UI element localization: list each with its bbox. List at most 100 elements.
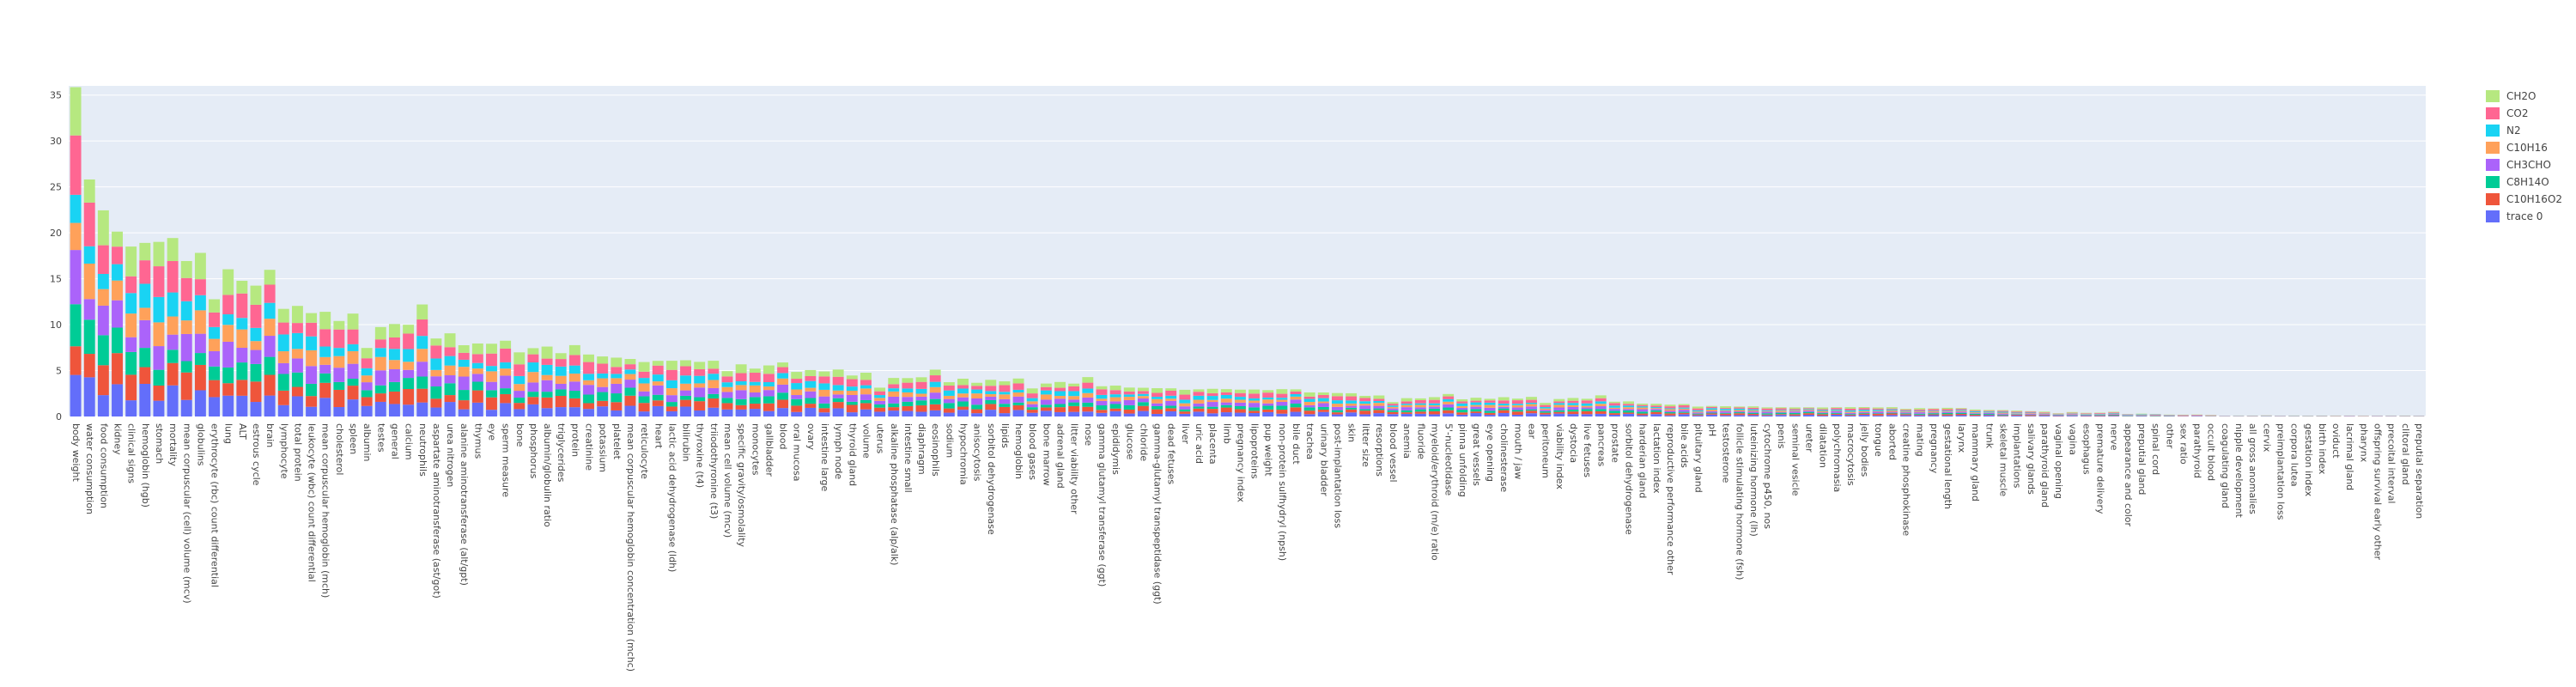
bar-segment: [194, 364, 206, 391]
bar-segment: [1498, 405, 1510, 407]
bar-segment: [500, 375, 512, 389]
bar-segment: [1928, 414, 1940, 416]
bar-segment: [1775, 410, 1787, 412]
x-tick-label: stomach: [154, 423, 165, 464]
x-tick-label: mortality: [167, 423, 179, 466]
bar-segment: [347, 379, 359, 386]
bar-segment: [1040, 390, 1052, 395]
bar-segment: [1040, 399, 1052, 405]
bar-segment: [1941, 409, 1953, 411]
bar-segment: [1983, 412, 1995, 414]
bar-segment: [2052, 413, 2064, 415]
bar-segment: [333, 381, 345, 390]
x-tick-label: kidney: [112, 423, 124, 455]
bar-segment: [1220, 402, 1232, 405]
bar-segment: [1581, 409, 1593, 411]
bar-segment: [347, 329, 359, 344]
bar-segment: [167, 292, 179, 317]
legend[interactable]: CH2O CO2 N2 C10H16 CH3CHO C8H14O C10H16O2 trace…: [2486, 90, 2562, 222]
bar-segment: [194, 333, 206, 354]
bar-segment: [1137, 391, 1149, 394]
bar-segment: [749, 373, 761, 382]
bar-segment: [347, 313, 359, 330]
bar-segment: [347, 399, 359, 416]
bar-segment: [1456, 414, 1468, 416]
bar-segment: [527, 354, 539, 363]
x-tick-label: ureter: [1803, 423, 1814, 453]
bar-segment: [749, 385, 761, 393]
legend-label[interactable]: N2: [2506, 125, 2521, 137]
y-tick-label: 35: [50, 90, 62, 101]
bar-segment: [568, 374, 580, 382]
bar-segment: [1470, 402, 1482, 405]
legend-label[interactable]: CH2O: [2506, 90, 2536, 102]
bar-segment: [583, 394, 594, 404]
bar-segment: [971, 386, 983, 390]
bar-segment: [180, 399, 192, 416]
bar-segment: [777, 367, 789, 374]
bar-segment: [999, 385, 1011, 392]
bar-segment: [665, 388, 677, 396]
bar-segment: [1941, 410, 1953, 412]
legend-swatch[interactable]: [2486, 159, 2500, 171]
legend-label[interactable]: CO2: [2506, 107, 2528, 119]
x-tick-label: albumin/globulin ratio: [542, 423, 553, 527]
bar-segment: [513, 403, 526, 410]
legend-label[interactable]: trace 0: [2506, 210, 2543, 222]
x-tick-label: parathyroid gland: [2039, 423, 2050, 508]
legend-swatch[interactable]: [2486, 90, 2500, 102]
bar-segment: [652, 394, 664, 401]
x-tick-label: premature delivery: [2095, 423, 2106, 514]
bar-segment: [97, 274, 109, 289]
bar-segment: [347, 363, 359, 380]
legend-label[interactable]: C10H16: [2506, 142, 2548, 154]
legend-label[interactable]: C10H16O2: [2506, 193, 2562, 205]
bar-segment: [999, 404, 1011, 407]
x-tick-label: lung: [223, 423, 234, 444]
bar-segment: [500, 403, 512, 416]
bar-segment: [1872, 410, 1884, 412]
legend-label[interactable]: C8H14O: [2506, 176, 2549, 188]
x-tick-label: phosphorus: [528, 423, 539, 479]
bar-segment: [818, 389, 830, 397]
x-tick-label: tongue: [1873, 423, 1884, 457]
bar-segment: [1096, 386, 1108, 390]
bar-segment: [306, 313, 318, 323]
bar-segment: [665, 406, 677, 411]
bar-segment: [999, 398, 1011, 404]
legend-swatch[interactable]: [2486, 142, 2500, 154]
bar-segment: [1761, 413, 1773, 415]
bar-segment: [583, 362, 594, 374]
bar-segment: [1414, 411, 1426, 414]
bar-segment: [624, 359, 636, 365]
bar-segment: [1567, 410, 1579, 412]
bar-segment: [1151, 388, 1163, 393]
bar-segment: [444, 395, 456, 403]
legend-swatch[interactable]: [2486, 176, 2500, 188]
bar-segment: [1526, 397, 1537, 400]
bar-segment: [264, 319, 276, 337]
bar-segment: [832, 385, 844, 391]
bar-segment: [347, 386, 359, 400]
bar-segment: [1844, 414, 1856, 416]
legend-label[interactable]: CH3CHO: [2506, 159, 2551, 171]
bar-segment: [860, 380, 872, 386]
bar-segment: [97, 210, 109, 246]
bar-segment: [236, 395, 248, 416]
bar-segment: [1137, 410, 1149, 416]
legend-swatch[interactable]: [2486, 107, 2500, 119]
bar-segment: [1498, 410, 1510, 413]
legend-swatch[interactable]: [2486, 193, 2500, 205]
bar-segment: [209, 380, 221, 398]
bar-segment: [1429, 397, 1440, 400]
bar-segment: [1747, 407, 1759, 410]
bar-segment: [555, 383, 567, 390]
bar-segment: [1983, 411, 1995, 413]
bar-segment: [125, 276, 137, 294]
bar-segment: [1623, 410, 1635, 413]
bar-segment: [1595, 404, 1607, 407]
legend-swatch[interactable]: [2486, 210, 2500, 222]
bar-segment: [500, 362, 512, 369]
x-tick-label: luteinizing hormone (lh): [1748, 423, 1759, 537]
legend-swatch[interactable]: [2486, 125, 2500, 137]
